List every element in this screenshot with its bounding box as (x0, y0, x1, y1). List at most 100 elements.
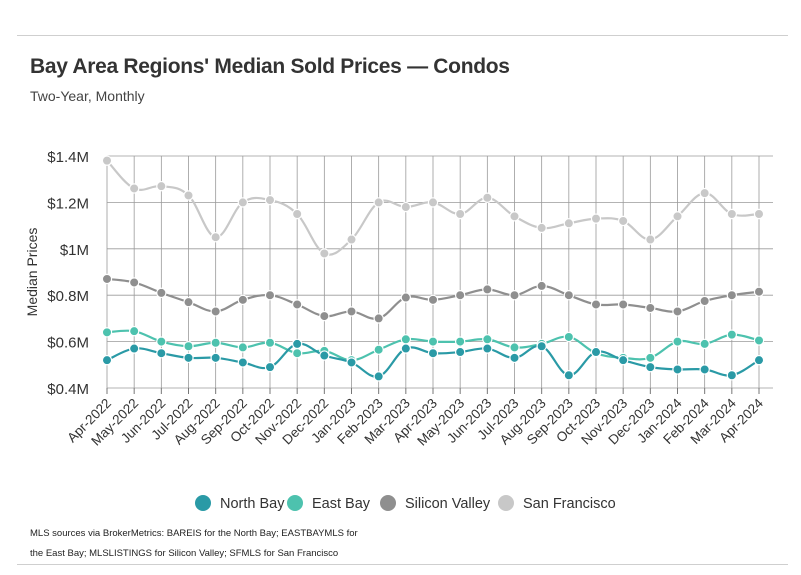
east-bay-point (264, 337, 276, 348)
legend-label-north-bay: North Bay (220, 496, 285, 512)
silicon-valley-point (291, 299, 303, 310)
north-bay-point (373, 371, 384, 382)
legend-marker-east-bay (287, 495, 303, 511)
legend-marker-silicon-valley (380, 495, 396, 511)
series-san-francisco (101, 155, 765, 259)
y-tick-label: $0.6M (47, 335, 89, 352)
san-francisco-point (536, 222, 547, 234)
north-bay-point (156, 348, 167, 359)
y-axis-title: Median Prices (24, 228, 40, 317)
silicon-valley-point (400, 292, 412, 303)
san-francisco-point (427, 197, 439, 208)
san-francisco-point (590, 213, 602, 224)
north-bay-point (509, 352, 520, 364)
legend: North Bay East Bay Silicon Valley San Franc… (195, 495, 616, 512)
san-francisco-point (319, 248, 330, 259)
san-francisco-point (509, 211, 520, 222)
series-north-bay (101, 338, 765, 382)
y-tick-label: $0.8M (47, 288, 89, 305)
silicon-valley-point (482, 284, 493, 295)
north-bay-point (617, 354, 629, 366)
north-bay-point (237, 357, 249, 368)
silicon-valley-point (156, 287, 167, 299)
san-francisco-point (237, 197, 249, 208)
san-francisco-point (454, 208, 466, 220)
north-bay-point (183, 352, 194, 364)
east-bay-point (400, 334, 412, 345)
east-bay-point (454, 336, 466, 347)
source-note: MLS sources via BrokerMetrics: BAREIS fo… (30, 528, 358, 559)
east-bay-point (672, 336, 683, 347)
san-francisco-point (645, 234, 656, 245)
legend-label-san-francisco: San Francisco (523, 496, 616, 512)
series-lines (101, 155, 765, 382)
y-axis-ticks: $0.4M $0.6M $0.8M $1M $1.2M $1.4M (47, 149, 89, 398)
silicon-valley-point (183, 296, 194, 308)
north-bay-point (590, 346, 602, 358)
north-bay-point (753, 354, 765, 366)
north-bay-point (482, 343, 493, 354)
series-silicon-valley (101, 273, 765, 324)
san-francisco-point (699, 187, 710, 199)
north-bay-point (291, 338, 303, 350)
chart-title: Bay Area Regions' Median Sold Prices — C… (30, 55, 510, 78)
east-bay-point (183, 341, 194, 352)
y-tick-label: $0.4M (47, 381, 89, 398)
silicon-valley-point (590, 299, 602, 310)
east-bay-point (645, 352, 656, 364)
east-bay-point (156, 336, 167, 347)
east-bay-point (509, 342, 520, 353)
san-francisco-point (563, 218, 575, 229)
chart-subtitle: Two-Year, Monthly (30, 88, 145, 104)
silicon-valley-point (672, 306, 683, 317)
san-francisco-point (482, 192, 493, 203)
san-francisco-point (373, 197, 384, 208)
east-bay-point (427, 336, 439, 347)
east-bay-point (373, 344, 384, 355)
east-bay-point (291, 348, 303, 359)
silicon-valley-point (726, 290, 738, 301)
silicon-valley-point (617, 299, 629, 310)
san-francisco-point (672, 211, 683, 222)
north-bay-point (536, 341, 547, 352)
east-bay-point (753, 335, 765, 346)
north-bay-point (427, 348, 439, 359)
east-bay-point (210, 337, 221, 348)
san-francisco-point (101, 155, 113, 166)
legend-label-silicon-valley: Silicon Valley (405, 496, 491, 512)
chart-frame (17, 35, 788, 565)
silicon-valley-point (373, 313, 384, 324)
north-bay-point (128, 343, 140, 354)
san-francisco-point (726, 208, 738, 220)
silicon-valley-point (237, 294, 249, 306)
san-francisco-point (291, 208, 303, 220)
san-francisco-point (183, 190, 194, 201)
north-bay-point (563, 370, 575, 381)
y-tick-label: $1.4M (47, 149, 89, 166)
silicon-valley-point (427, 294, 439, 306)
san-francisco-point (346, 234, 357, 245)
north-bay-point (726, 370, 738, 381)
east-bay-point (699, 338, 710, 350)
east-bay-point (237, 342, 249, 353)
san-francisco-point (264, 194, 276, 206)
legend-marker-north-bay (195, 495, 211, 511)
y-tick-label: $1M (60, 242, 89, 259)
san-francisco-point (128, 183, 140, 194)
silicon-valley-point (753, 286, 765, 297)
east-bay-point (128, 325, 140, 337)
silicon-valley-point (319, 310, 330, 322)
north-bay-point (346, 357, 357, 368)
north-bay-point (699, 364, 710, 375)
silicon-valley-point (264, 290, 276, 301)
silicon-valley-point (699, 295, 710, 307)
north-bay-point (672, 364, 683, 375)
silicon-valley-point (210, 306, 221, 317)
san-francisco-point (156, 180, 167, 192)
silicon-valley-point (101, 273, 113, 285)
silicon-valley-point (536, 280, 547, 292)
silicon-valley-point (563, 290, 575, 301)
silicon-valley-point (454, 290, 466, 301)
legend-marker-san-francisco (498, 495, 514, 511)
